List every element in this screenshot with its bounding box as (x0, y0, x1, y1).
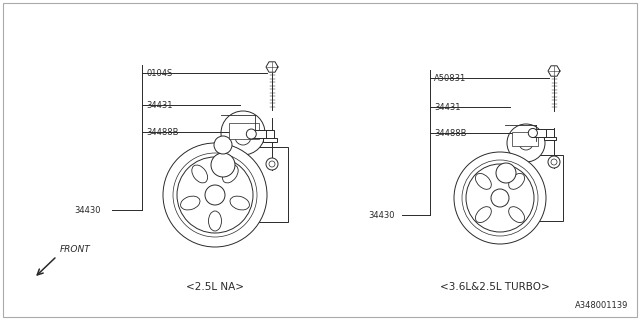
Circle shape (173, 153, 257, 237)
FancyBboxPatch shape (512, 132, 538, 146)
Circle shape (266, 158, 278, 170)
Polygon shape (266, 62, 278, 72)
Text: A50831: A50831 (434, 74, 467, 83)
Circle shape (163, 143, 267, 247)
Polygon shape (548, 66, 560, 76)
Text: 34488B: 34488B (434, 129, 467, 138)
FancyBboxPatch shape (515, 155, 563, 221)
Circle shape (235, 129, 251, 145)
Text: 34431: 34431 (434, 102, 461, 111)
Circle shape (528, 128, 538, 138)
Ellipse shape (230, 196, 250, 210)
Text: 0104S: 0104S (146, 68, 172, 77)
Circle shape (551, 159, 557, 165)
Circle shape (454, 152, 546, 244)
Text: 34430: 34430 (74, 205, 100, 214)
Text: 34431: 34431 (146, 100, 173, 109)
Ellipse shape (476, 207, 492, 223)
Text: A348001139: A348001139 (575, 301, 628, 310)
Circle shape (221, 111, 265, 155)
Text: 34430: 34430 (368, 211, 394, 220)
FancyBboxPatch shape (266, 130, 274, 142)
Circle shape (519, 136, 533, 150)
Ellipse shape (509, 173, 525, 189)
FancyBboxPatch shape (233, 147, 288, 222)
FancyBboxPatch shape (533, 130, 550, 137)
Circle shape (214, 136, 232, 154)
FancyBboxPatch shape (263, 138, 277, 142)
FancyBboxPatch shape (229, 123, 259, 139)
Ellipse shape (222, 165, 238, 183)
Circle shape (462, 160, 538, 236)
FancyBboxPatch shape (252, 130, 270, 138)
Ellipse shape (192, 165, 207, 183)
Ellipse shape (209, 211, 221, 231)
Circle shape (548, 156, 560, 168)
Circle shape (507, 124, 545, 162)
Circle shape (246, 129, 256, 139)
Circle shape (211, 153, 235, 177)
Ellipse shape (509, 207, 525, 223)
Ellipse shape (180, 196, 200, 210)
Text: FRONT: FRONT (60, 245, 91, 254)
Text: <3.6L&2.5L TURBO>: <3.6L&2.5L TURBO> (440, 282, 550, 292)
Ellipse shape (476, 173, 492, 189)
Circle shape (269, 161, 275, 167)
Text: <2.5L NA>: <2.5L NA> (186, 282, 244, 292)
Circle shape (496, 163, 516, 183)
Circle shape (466, 164, 534, 232)
Text: 34488B: 34488B (146, 127, 179, 137)
FancyBboxPatch shape (547, 130, 554, 140)
Circle shape (177, 157, 253, 233)
FancyBboxPatch shape (544, 137, 556, 140)
Circle shape (491, 189, 509, 207)
Circle shape (205, 185, 225, 205)
